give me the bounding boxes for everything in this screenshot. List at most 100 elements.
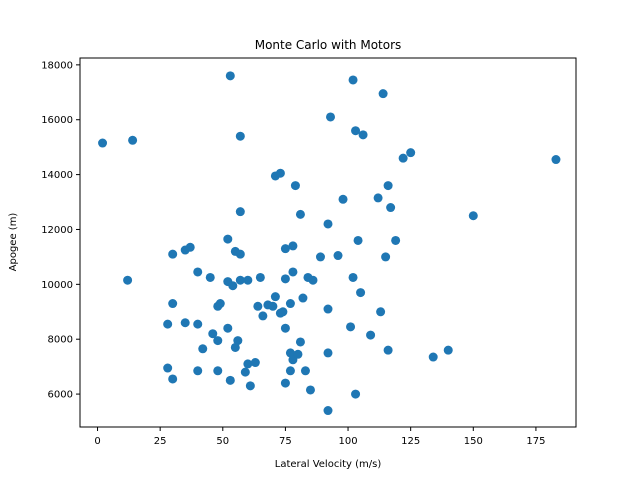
data-point — [280, 274, 290, 284]
chart-title: Monte Carlo with Motors — [255, 38, 402, 52]
data-point — [230, 342, 240, 352]
data-point — [348, 75, 358, 85]
data-point — [293, 349, 303, 359]
data-point — [288, 241, 298, 251]
data-point — [358, 130, 368, 140]
data-point — [225, 71, 235, 81]
data-point — [235, 131, 245, 141]
data-point — [215, 299, 225, 309]
data-point — [208, 329, 218, 339]
data-point — [280, 323, 290, 333]
data-point — [193, 319, 203, 329]
x-tick-label: 50 — [216, 436, 229, 447]
data-point — [250, 358, 260, 368]
data-point — [373, 193, 383, 203]
y-tick-label: 12000 — [41, 225, 73, 236]
points-layer — [98, 71, 561, 416]
y-axis-label: Apogee (m) — [8, 213, 19, 272]
data-point — [280, 378, 290, 388]
data-point — [223, 323, 233, 333]
data-point — [123, 275, 133, 285]
data-point — [333, 251, 343, 261]
data-point — [378, 89, 388, 99]
data-point — [468, 211, 478, 221]
data-point — [278, 307, 288, 317]
data-point — [398, 153, 408, 163]
data-point — [443, 345, 453, 355]
data-point — [308, 275, 318, 285]
y-tick-label: 8000 — [48, 335, 73, 346]
y-tick-label: 18000 — [41, 60, 73, 71]
data-point — [315, 252, 325, 262]
y-tick-label: 16000 — [41, 115, 73, 126]
data-point — [225, 375, 235, 385]
y-tick-label: 10000 — [41, 280, 73, 291]
data-point — [406, 148, 416, 158]
data-point — [285, 366, 295, 376]
data-point — [223, 234, 233, 244]
x-tick-label: 125 — [401, 436, 420, 447]
data-point — [163, 319, 173, 329]
data-point — [351, 126, 361, 136]
data-point — [235, 249, 245, 259]
y-tick-label: 14000 — [41, 170, 73, 181]
data-point — [243, 359, 253, 369]
data-point — [383, 181, 393, 191]
data-point — [235, 275, 245, 285]
data-point — [346, 322, 356, 332]
x-tick-label: 150 — [464, 436, 483, 447]
x-tick-label: 0 — [94, 436, 100, 447]
data-point — [323, 219, 333, 229]
y-tick-label: 6000 — [48, 390, 73, 401]
data-point — [323, 304, 333, 314]
data-point — [300, 366, 310, 376]
data-point — [285, 348, 295, 358]
data-point — [298, 293, 308, 303]
data-point — [386, 203, 396, 213]
data-point — [353, 235, 363, 245]
data-point — [288, 267, 298, 277]
data-point — [323, 348, 333, 358]
data-point — [228, 281, 238, 291]
data-point — [255, 272, 265, 282]
data-point — [323, 406, 333, 416]
data-point — [391, 235, 401, 245]
x-axis-label: Lateral Velocity (m/s) — [275, 459, 382, 470]
data-point — [305, 385, 315, 395]
data-point — [168, 299, 178, 309]
data-point — [338, 194, 348, 204]
data-point — [326, 112, 336, 122]
data-point — [198, 344, 208, 354]
data-point — [366, 330, 376, 340]
data-point — [275, 168, 285, 178]
x-tick-label: 175 — [526, 436, 545, 447]
data-point — [295, 209, 305, 219]
data-point — [168, 249, 178, 259]
x-tick-label: 100 — [338, 436, 357, 447]
plot-frame — [79, 57, 577, 428]
data-point — [551, 155, 561, 165]
data-point — [253, 301, 263, 311]
data-point — [168, 374, 178, 384]
data-point — [428, 352, 438, 362]
data-point — [280, 244, 290, 254]
data-point — [213, 366, 223, 376]
data-point — [240, 367, 250, 377]
data-point — [268, 301, 278, 311]
data-point — [383, 345, 393, 355]
data-point — [351, 389, 361, 399]
data-point — [193, 366, 203, 376]
data-point — [163, 363, 173, 373]
data-point — [205, 272, 215, 282]
ticks-layer: 0 25 50 75 100 125 150 175 6000 8000 10000 12000 140… — [41, 60, 545, 447]
data-point — [128, 135, 138, 145]
x-tick-label: 75 — [279, 436, 292, 447]
data-point — [180, 318, 190, 328]
data-point — [381, 252, 391, 262]
data-point — [295, 337, 305, 347]
data-point — [270, 292, 280, 302]
data-point — [356, 288, 366, 298]
data-point — [290, 181, 300, 191]
